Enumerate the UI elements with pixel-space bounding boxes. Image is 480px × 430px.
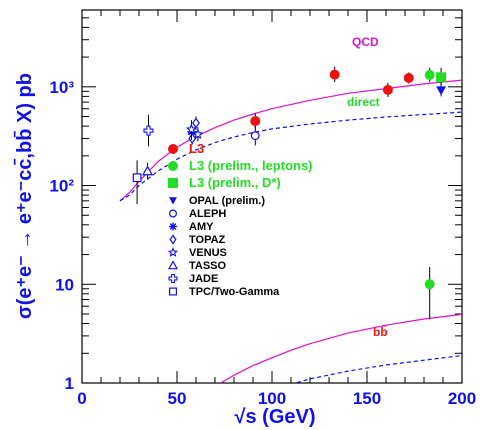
y-tick-label: 10³: [49, 78, 74, 97]
marker-diamond-open: [188, 132, 197, 144]
curve-label: direct: [347, 95, 380, 109]
marker-star-open: [185, 123, 198, 135]
data-point: [250, 131, 260, 141]
legend-marker: [168, 161, 178, 171]
marker-triangle-down: [436, 86, 447, 96]
plot-frame: [81, 9, 463, 384]
data-point: [188, 132, 197, 144]
legend-marker: [169, 222, 177, 231]
x-tick-label: 50: [168, 389, 187, 408]
data-point: [192, 128, 204, 140]
marker-circle: [382, 84, 393, 95]
data-point: [329, 69, 340, 80]
marker-star-open: [167, 247, 179, 257]
marker-circle: [168, 161, 178, 171]
data-point: [192, 117, 200, 129]
curve-label: bb̄: [373, 325, 388, 339]
legend-marker: [167, 247, 179, 257]
data-point: [142, 165, 154, 176]
marker-circle: [250, 116, 261, 127]
legend-label: TPC/Two-Gamma: [189, 286, 280, 298]
marker-circle-open: [250, 131, 260, 141]
y-tick-label: 1: [65, 374, 74, 393]
legend-label: VENUS: [189, 247, 227, 259]
marker-triangle-up-open: [167, 260, 179, 270]
legend-label: AMY: [189, 221, 214, 233]
marker-circle-open: [169, 209, 178, 218]
marker-cross-open: [168, 273, 178, 284]
axis-labels: √s (GeV) σ(e⁺e⁻ → e⁺e⁻cc̄,bb̄ X) pb: [14, 73, 316, 428]
x-tick-label: 100: [258, 389, 286, 408]
x-tick-label: 150: [353, 389, 381, 408]
curve-bb-direct: [293, 354, 462, 383]
legend-marker: [169, 234, 177, 245]
legend-marker: [169, 287, 178, 296]
legend-label: JADE: [189, 273, 218, 285]
marker-square: [168, 178, 178, 188]
data-point: [403, 72, 414, 83]
y-tick-label: 10: [55, 275, 74, 294]
x-axis-title: √s (GeV): [235, 406, 316, 428]
marker-asterisk-arm: [169, 223, 177, 230]
data-point: [185, 123, 198, 135]
marker-square-open: [132, 173, 142, 183]
marker-circle: [424, 279, 435, 290]
legend-label: L3: [189, 141, 204, 156]
marker-star-open: [192, 128, 204, 140]
legend-label: TOPAZ: [189, 234, 226, 246]
marker-circle: [403, 72, 414, 83]
marker-diamond-open: [169, 234, 177, 245]
data-points: [132, 66, 447, 320]
legend-label: L3 (prelim., leptons): [189, 158, 313, 173]
y-tick-label: 10²: [49, 177, 74, 196]
data-point: [424, 69, 435, 80]
marker-circle: [424, 69, 435, 80]
data-point: [424, 279, 435, 290]
marker-square-open: [169, 287, 178, 296]
legend-marker: [169, 209, 178, 218]
data-point: [143, 125, 154, 136]
data-point: [436, 86, 447, 96]
marker-circle: [329, 69, 340, 80]
data-point: [132, 173, 142, 183]
legend-label: OPAL (prelim.): [189, 195, 265, 207]
marker-diamond-open: [192, 117, 200, 129]
data-point: [250, 116, 261, 127]
x-tick-label: 0: [77, 389, 86, 408]
marker-square: [436, 72, 447, 83]
marker-triangle-down: [169, 197, 177, 205]
legend-label: ALEPH: [189, 208, 226, 220]
data-point: [436, 72, 447, 83]
marker-cross-open: [143, 125, 154, 136]
axes: 0 50 100 150 200 1 10 10² 10³: [49, 9, 476, 408]
legend-label: TASSO: [189, 260, 227, 272]
legend-marker: [167, 260, 179, 270]
data-point: [382, 84, 393, 95]
legend-label: L3 (prelim., D*): [189, 175, 281, 190]
legend-marker: [168, 144, 178, 154]
y-axis-title: σ(e⁺e⁻ → e⁺e⁻cc̄,bb̄ X) pb: [14, 73, 36, 319]
curve-label: QCD: [352, 35, 379, 49]
x-tick-label: 200: [448, 389, 476, 408]
curve-bb: [220, 313, 462, 383]
legend-marker: [168, 273, 178, 284]
marker-circle: [168, 144, 178, 154]
legend-marker: [169, 197, 177, 205]
legend-marker: [168, 178, 178, 188]
marker-triangle-up-open: [142, 165, 154, 176]
legend: QCD direct bb̄ L3 L3 (prelim., leptons) L3 (p…: [167, 35, 388, 339]
